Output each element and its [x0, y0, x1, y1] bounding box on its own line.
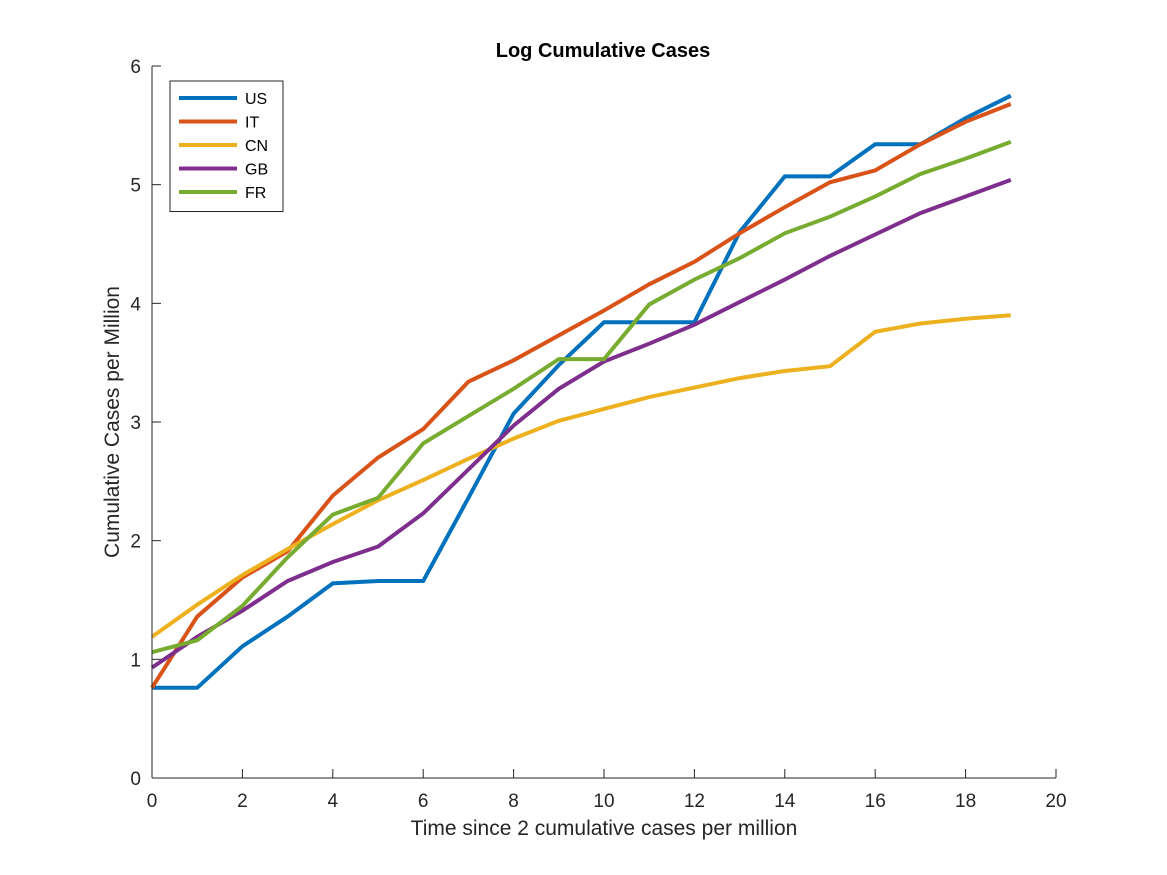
legend: US IT CN GB FR	[169, 80, 284, 212]
y-axis: 0 1 2 3 4 5 6	[130, 57, 161, 790]
x-tick-label: 14	[774, 791, 796, 812]
series-line-it	[150, 102, 1012, 689]
series-line-gb	[150, 178, 1012, 670]
series-line-us	[152, 93, 1012, 690]
x-tick-label: 0	[147, 791, 158, 812]
x-tick-label: 6	[418, 791, 429, 812]
legend-label-us: US	[245, 91, 267, 108]
y-tick-label: 3	[130, 413, 141, 434]
series-lines	[150, 93, 1012, 690]
y-tick-label: 4	[130, 294, 141, 315]
legend-label-fr: FR	[245, 185, 266, 202]
y-tick-label: 6	[130, 57, 141, 78]
y-tick-label: 2	[130, 532, 141, 553]
legend-label-gb: GB	[245, 162, 268, 179]
x-tick-label: 20	[1045, 791, 1066, 812]
legend-label-cn: CN	[245, 138, 268, 155]
series-line-cn	[150, 313, 1011, 639]
x-axis-title: Time since 2 cumulative cases per millio…	[411, 817, 798, 840]
y-tick-label: 5	[130, 176, 141, 197]
x-tick-label: 10	[593, 791, 614, 812]
x-tick-label: 18	[955, 791, 976, 812]
x-tick-label: 12	[684, 791, 705, 812]
x-tick-label: 16	[865, 791, 886, 812]
x-axis: 0 2 4 6 8 10 12 14 16 18 20	[147, 769, 1067, 812]
y-tick-label: 1	[130, 650, 141, 671]
series-line-fr	[151, 140, 1012, 655]
plot-area	[152, 66, 1056, 778]
legend-label-it: IT	[245, 115, 259, 132]
x-tick-label: 8	[508, 791, 519, 812]
x-tick-label: 4	[328, 791, 339, 812]
y-axis-title: Cumulative Cases per Million	[101, 286, 124, 558]
chart-title: Log Cumulative Cases	[496, 40, 711, 62]
x-tick-label: 2	[237, 791, 248, 812]
y-tick-label: 0	[130, 769, 141, 790]
